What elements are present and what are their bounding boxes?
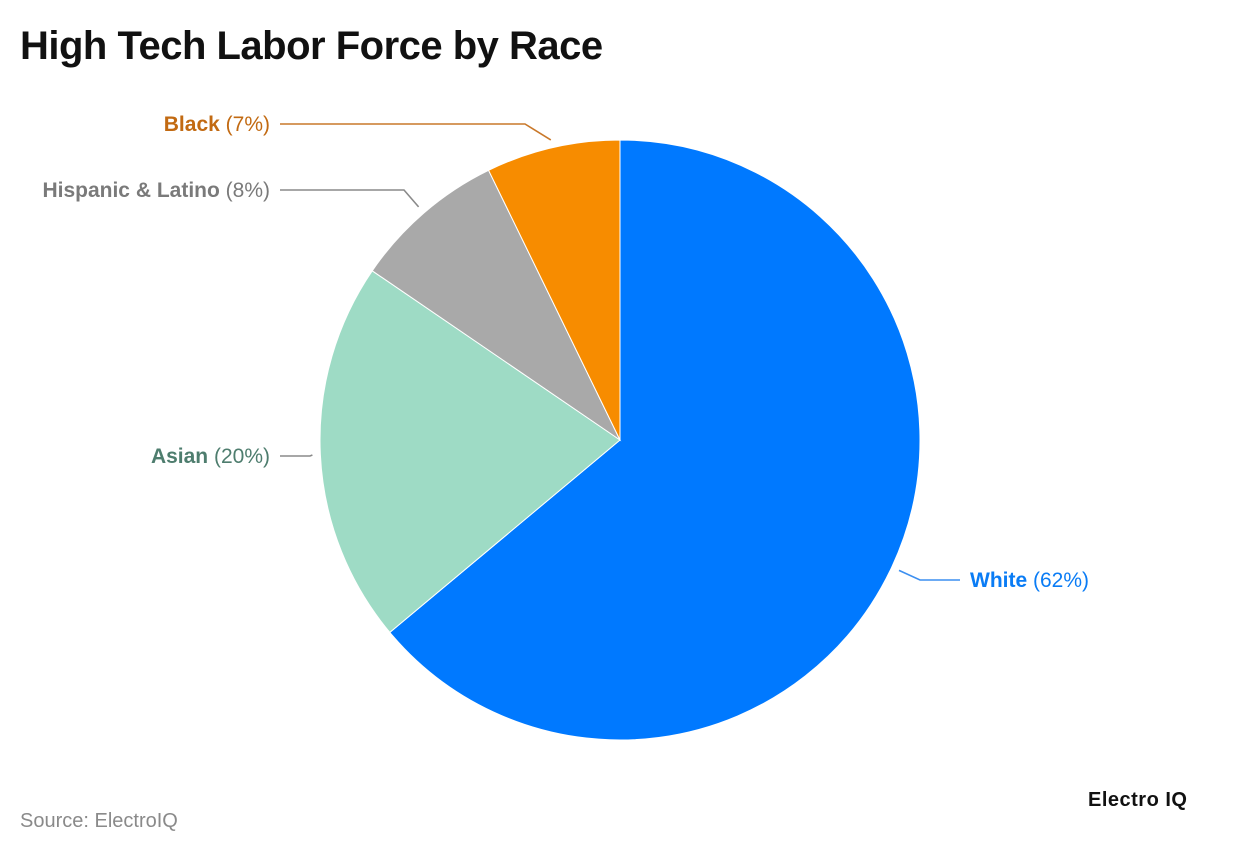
- pie-slice-black: [487, 139, 621, 441]
- source-note: Source: ElectroIQ: [20, 810, 178, 832]
- slice-label-asian: Asian (20%): [151, 445, 270, 468]
- leader-line-hispanic-and-latino: [280, 189, 420, 208]
- brand-logo: Electro IQ: [1088, 789, 1188, 811]
- slice-label-hispanic-and-latino: Hispanic & Latino (8%): [42, 179, 270, 202]
- leader-line-asian: [280, 454, 313, 457]
- slice-percent-white: (62%): [1027, 569, 1089, 592]
- leader-line-white: [898, 569, 960, 581]
- pie-slice-hispanic-and-latino: [371, 169, 622, 442]
- slice-label-white: White (62%): [970, 569, 1089, 592]
- chart-title: High Tech Labor Force by Race: [20, 24, 603, 68]
- slice-percent-black: (7%): [220, 113, 270, 136]
- slice-category-black: Black: [164, 113, 220, 136]
- leader-line-black: [280, 123, 552, 141]
- slice-category-hispanic-and-latino: Hispanic & Latino: [42, 179, 219, 202]
- slice-label-black: Black (7%): [164, 113, 270, 136]
- pie-slice-white: [389, 139, 921, 741]
- slice-percent-asian: (20%): [208, 445, 270, 468]
- slice-category-white: White: [970, 569, 1027, 592]
- slice-category-asian: Asian: [151, 445, 208, 468]
- slice-percent-hispanic-and-latino: (8%): [220, 179, 270, 202]
- pie-slice-asian: [319, 270, 621, 634]
